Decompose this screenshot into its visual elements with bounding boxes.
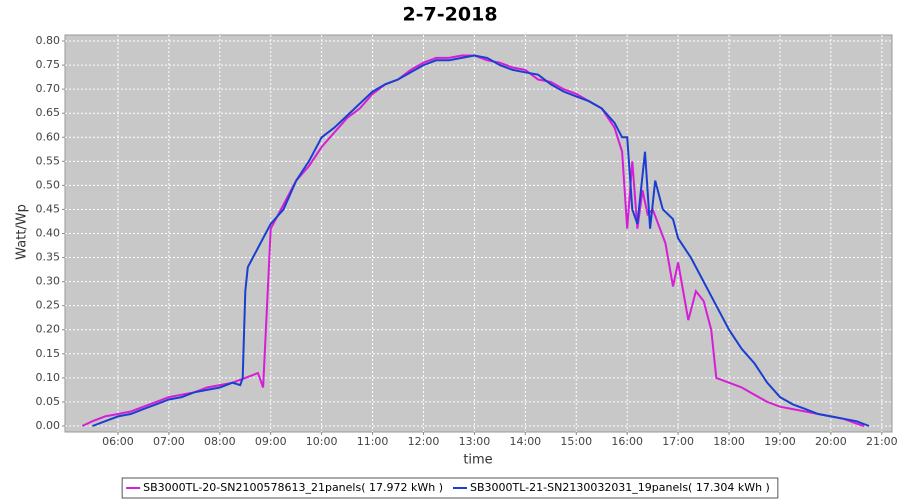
y-tick-label: 0.65 [36,106,61,119]
y-tick-label: 0.30 [36,275,61,288]
y-tick-label: 0.15 [36,347,61,360]
x-tick-label: 17:00 [662,435,694,448]
chart-title: 2-7-2018 [402,4,497,26]
x-tick-label: 21:00 [866,435,898,448]
x-tick-label: 06:00 [102,435,134,448]
x-tick-label: 18:00 [713,435,745,448]
legend-label: SB3000TL-21-SN2130032031_19panels( 17.30… [470,481,770,494]
x-tick-label: 16:00 [611,435,643,448]
y-tick-label: 0.70 [36,82,61,95]
legend-box [121,477,779,499]
legend: SB3000TL-20-SN2100578613_21panels( 17.97… [121,477,779,499]
x-tick-label: 20:00 [815,435,847,448]
y-tick-label: 0.60 [36,130,61,143]
legend-label: SB3000TL-20-SN2100578613_21panels( 17.97… [143,481,443,494]
x-tick-label: 12:00 [408,435,440,448]
y-tick-label: 0.45 [36,202,61,215]
x-tick-label: 08:00 [204,435,236,448]
y-tick-label: 0.25 [36,299,61,312]
y-tick-label: 0.40 [36,227,61,240]
y-tick-label: 0.00 [36,419,61,432]
y-tick-label: 0.55 [36,154,61,167]
y-tick-label: 0.05 [36,395,61,408]
y-tick-label: 0.75 [36,58,61,71]
x-tick-label: 10:00 [306,435,338,448]
x-tick-label: 15:00 [560,435,592,448]
series-line [92,54,870,427]
x-tick-label: 19:00 [764,435,796,448]
y-axis-title: Watt/Wp [15,204,30,260]
x-tick-label: 11:00 [357,435,389,448]
y-tick-label: 0.10 [36,371,61,384]
x-tick-label: 09:00 [255,435,287,448]
x-axis-title: time [463,453,492,468]
y-tick-label: 0.80 [36,34,61,47]
x-tick-label: 13:00 [459,435,491,448]
x-tick-label: 14:00 [509,435,541,448]
x-tick-label: 07:00 [153,435,185,448]
y-tick-label: 0.20 [36,323,61,336]
y-tick-label: 0.35 [36,251,61,264]
y-tick-label: 0.50 [36,178,61,191]
